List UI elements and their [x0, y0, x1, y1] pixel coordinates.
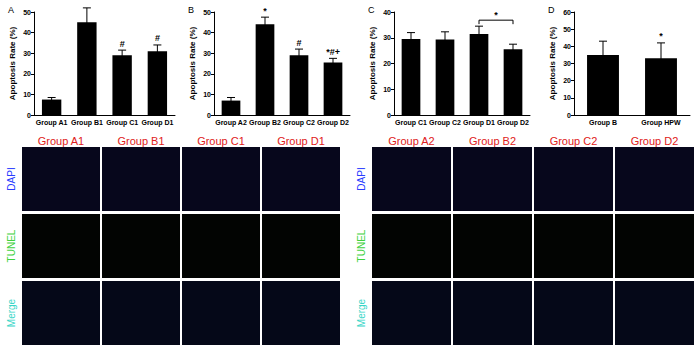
svg-text:30: 30 [383, 34, 391, 41]
svg-text:#: # [296, 38, 301, 48]
svg-text:30: 30 [23, 50, 31, 57]
svg-text:Apoptosis Rate (%): Apoptosis Rate (%) [548, 27, 557, 101]
svg-text:Merge: Merge [6, 298, 17, 327]
svg-text:Group C1: Group C1 [106, 119, 138, 127]
svg-text:10: 10 [383, 86, 391, 93]
svg-text:20: 20 [563, 77, 571, 84]
svg-text:50: 50 [563, 26, 571, 33]
svg-text:A: A [8, 5, 14, 15]
svg-text:TUNEL: TUNEL [6, 229, 17, 262]
svg-text:Apoptosis Rate (%): Apoptosis Rate (%) [368, 27, 377, 101]
svg-text:Group B2: Group B2 [249, 119, 281, 127]
svg-text:Group A2: Group A2 [388, 136, 434, 147]
svg-text:Group C2: Group C2 [550, 136, 598, 147]
svg-text:Apoptosis Rate (%): Apoptosis Rate (%) [8, 27, 17, 101]
svg-text:0: 0 [27, 112, 31, 119]
svg-text:20: 20 [23, 70, 31, 77]
svg-text:Group A1: Group A1 [36, 119, 68, 127]
svg-text:30: 30 [563, 60, 571, 67]
svg-text:*: * [659, 31, 663, 41]
svg-text:Group B: Group B [589, 119, 617, 127]
svg-text:Group A1: Group A1 [38, 136, 84, 147]
svg-text:Group D2: Group D2 [497, 119, 529, 127]
svg-text:D: D [548, 5, 555, 15]
svg-text:*: * [494, 10, 498, 20]
svg-text:0: 0 [567, 112, 571, 119]
svg-text:20: 20 [203, 70, 211, 77]
svg-text:Group B2: Group B2 [469, 136, 516, 147]
svg-text:50: 50 [23, 9, 31, 16]
svg-text:Group D1: Group D1 [463, 119, 495, 127]
svg-text:Group C2: Group C2 [283, 119, 315, 127]
svg-text:Group C1: Group C1 [395, 119, 427, 127]
svg-text:*#+: *#+ [326, 47, 340, 57]
svg-text:#: # [120, 39, 125, 49]
svg-text:40: 40 [203, 29, 211, 36]
svg-text:TUNEL: TUNEL [356, 229, 367, 262]
svg-text:#: # [155, 33, 160, 43]
svg-text:Merge: Merge [356, 298, 367, 327]
svg-text:20: 20 [383, 60, 391, 67]
svg-text:*: * [263, 6, 267, 16]
svg-text:Group HPW: Group HPW [641, 119, 681, 127]
svg-text:Group B1: Group B1 [71, 119, 103, 127]
svg-text:40: 40 [23, 29, 31, 36]
svg-text:Group D1: Group D1 [141, 119, 173, 127]
svg-text:Group D2: Group D2 [631, 136, 679, 147]
svg-text:0: 0 [387, 112, 391, 119]
svg-text:Group A2: Group A2 [215, 119, 247, 127]
svg-text:Group B1: Group B1 [117, 136, 164, 147]
svg-text:Group D1: Group D1 [277, 136, 325, 147]
svg-text:30: 30 [203, 50, 211, 57]
svg-text:DAPI: DAPI [6, 167, 17, 190]
svg-text:C: C [368, 5, 375, 15]
svg-text:B: B [188, 5, 194, 15]
svg-text:DAPI: DAPI [356, 167, 367, 190]
svg-text:10: 10 [203, 91, 211, 98]
svg-text:40: 40 [563, 43, 571, 50]
svg-text:Apoptosis Rate (%): Apoptosis Rate (%) [188, 27, 197, 101]
svg-text:60: 60 [563, 9, 571, 16]
svg-text:40: 40 [383, 9, 391, 16]
svg-text:Group C2: Group C2 [429, 119, 461, 127]
svg-text:10: 10 [23, 91, 31, 98]
svg-text:10: 10 [563, 94, 571, 101]
svg-text:Group D2: Group D2 [317, 119, 349, 127]
svg-text:50: 50 [203, 9, 211, 16]
svg-text:0: 0 [207, 112, 211, 119]
svg-text:Group C1: Group C1 [197, 136, 245, 147]
